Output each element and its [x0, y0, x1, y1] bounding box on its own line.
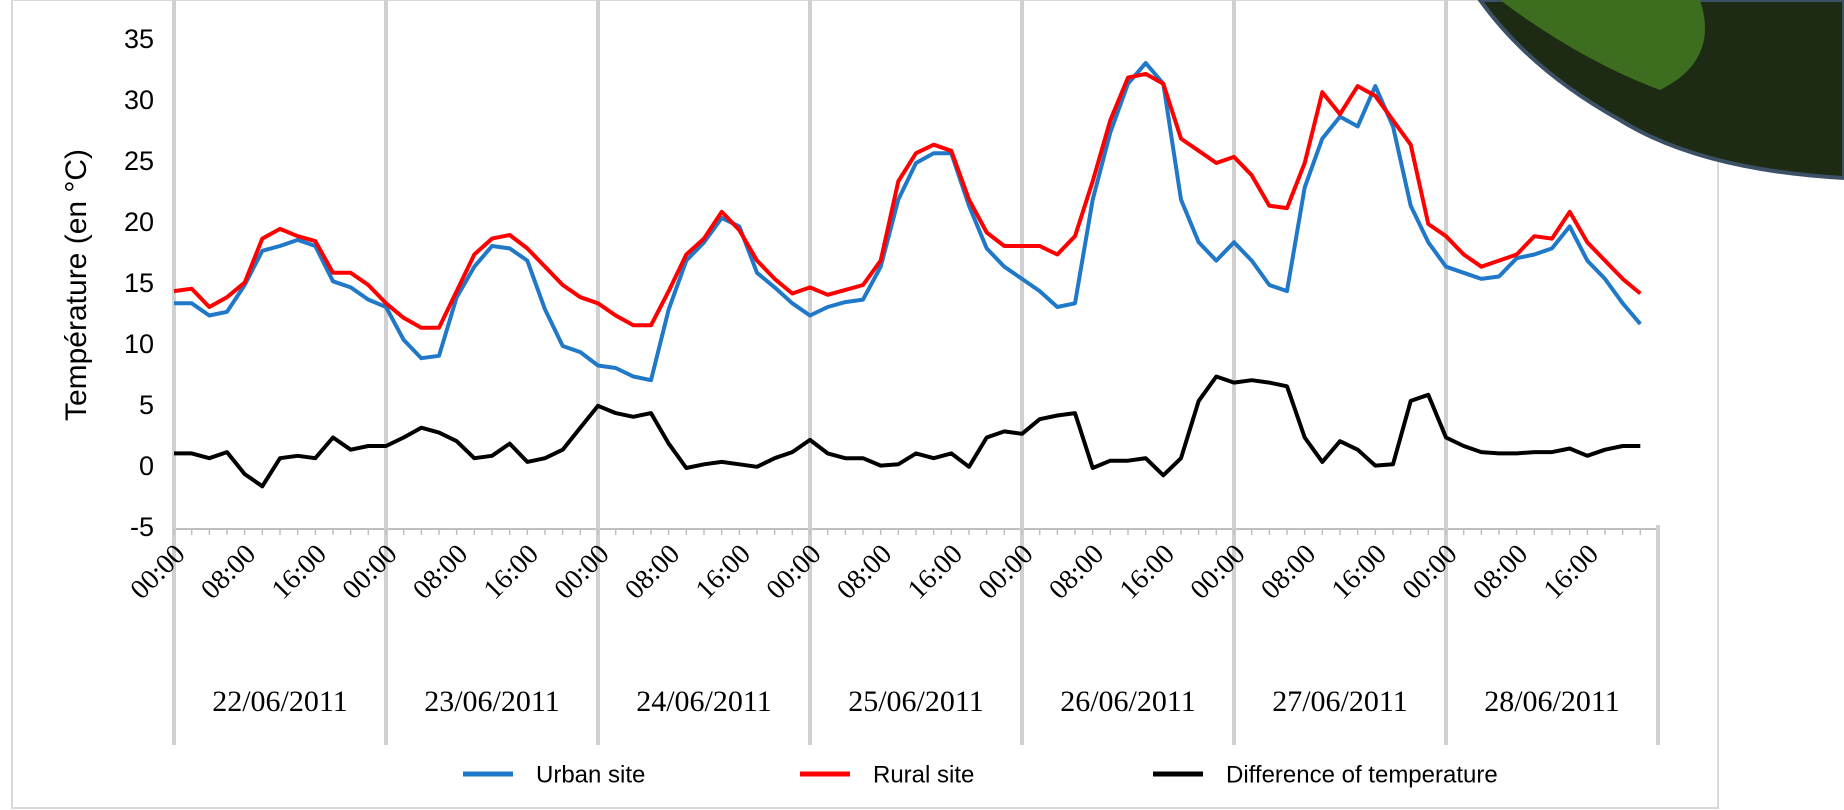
day-label: 28/06/2011 [1484, 685, 1620, 718]
legend-label: Difference of temperature [1226, 761, 1498, 788]
y-tick-label: 30 [124, 85, 154, 115]
page: Température (en °C) Urban site Rural site… [0, 0, 1844, 810]
y-tick-label: 25 [124, 146, 154, 176]
y-tick-label: -5 [130, 512, 154, 542]
day-label: 26/06/2011 [1060, 685, 1196, 718]
day-label: 23/06/2011 [424, 685, 560, 718]
legend-label: Urban site [536, 761, 645, 788]
day-label: 24/06/2011 [636, 685, 772, 718]
y-tick-label: 0 [139, 451, 154, 481]
chart: Température (en °C) Urban site Rural site… [0, 0, 1844, 810]
y-tick-label: 20 [124, 207, 154, 237]
day-label: 22/06/2011 [212, 685, 348, 718]
day-label: 27/06/2011 [1272, 685, 1408, 718]
legend-label: Rural site [873, 761, 974, 788]
y-tick-label: 15 [124, 268, 154, 298]
y-tick-label: 35 [124, 24, 154, 54]
y-axis-title: Température (en °C) [60, 149, 93, 421]
y-tick-label: 10 [124, 329, 154, 359]
day-label: 25/06/2011 [848, 685, 984, 718]
y-tick-label: 5 [139, 390, 154, 420]
